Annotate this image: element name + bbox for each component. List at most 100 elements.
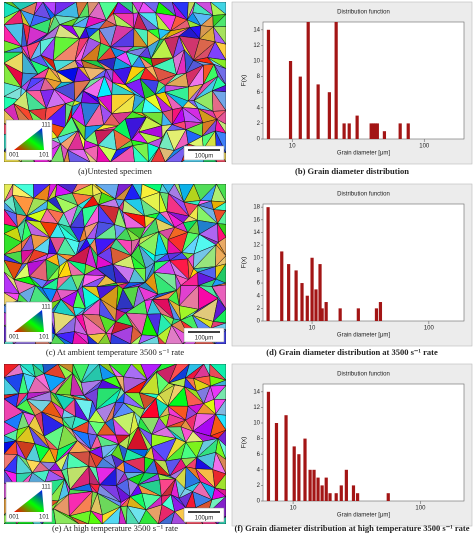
bar	[305, 295, 309, 321]
bar	[328, 493, 332, 501]
ipf-label: 111	[41, 485, 51, 491]
bar	[298, 76, 302, 139]
y-tick-label: 8	[257, 268, 261, 274]
y-tick-label: 10	[253, 255, 260, 261]
ipf-label: 111	[41, 305, 51, 311]
y-tick-label: 6	[257, 452, 261, 458]
y-tick-label: 2	[257, 121, 261, 127]
x-label: Grain diameter [μm]	[337, 513, 390, 519]
plot-area	[262, 203, 465, 322]
y-label: F(x)	[241, 75, 248, 87]
grain	[138, 509, 159, 524]
bar	[280, 251, 284, 321]
bar	[316, 84, 320, 139]
bar	[297, 454, 301, 501]
grain	[150, 146, 166, 162]
bar	[310, 257, 314, 321]
grain	[170, 511, 187, 524]
bar	[314, 289, 318, 321]
scale-label: 100μm	[195, 154, 213, 160]
ebsd-map	[4, 2, 226, 162]
ipf-triangle	[14, 128, 44, 150]
ipf-triangle	[14, 490, 44, 512]
caption: (d) Grain diameter distribution at 3500 …	[266, 347, 438, 357]
y-tick-label: 2	[257, 483, 261, 489]
bar	[373, 123, 377, 139]
ebsd-map	[4, 364, 226, 524]
y-tick-label: 4	[257, 293, 261, 299]
y-tick-label: 10	[253, 59, 260, 65]
bar	[369, 123, 373, 139]
y-tick-label: 0	[257, 499, 261, 505]
y-tick-label: 0	[257, 319, 261, 325]
grain	[83, 149, 98, 162]
y-tick-label: 18	[253, 205, 260, 211]
bar	[306, 22, 310, 139]
ipf-label: 101	[39, 153, 50, 159]
bar	[339, 485, 343, 501]
y-tick-label: 2	[257, 306, 261, 312]
bar	[347, 123, 351, 139]
bar	[287, 264, 291, 321]
x-tick-label: 10	[290, 506, 297, 512]
bar	[378, 302, 383, 321]
caption: (f) Grain diameter distribution at high …	[234, 523, 469, 533]
bar	[342, 123, 346, 139]
y-tick-label: 6	[257, 90, 261, 96]
x-tick-label: 10	[309, 326, 316, 332]
bar	[382, 131, 387, 139]
ipf-label: 101	[39, 335, 50, 341]
y-tick-label: 8	[257, 74, 261, 80]
grain	[110, 333, 131, 344]
bar	[320, 308, 324, 321]
bar	[266, 207, 270, 321]
bar	[344, 469, 348, 501]
chart-title: Distribution function	[337, 192, 390, 198]
bar	[334, 493, 338, 501]
caption: (a)Untested specimen	[78, 166, 153, 176]
grain	[126, 505, 140, 524]
y-tick-label: 14	[253, 389, 260, 395]
ipf-label: 101	[39, 515, 50, 521]
bar	[312, 469, 316, 501]
ipf-label: 111	[41, 123, 51, 129]
x-tick-label: 100	[419, 144, 430, 150]
grain	[53, 508, 80, 524]
bar	[266, 391, 271, 501]
bar	[406, 123, 410, 139]
caption: (c) At ambient temperature 3500 s⁻¹ rate	[46, 347, 184, 357]
bar	[356, 308, 360, 321]
bar	[386, 493, 390, 501]
bar	[274, 423, 279, 501]
y-tick-label: 14	[253, 230, 260, 236]
x-label: Grain diameter [μm]	[337, 151, 390, 157]
y-tick-label: 14	[253, 27, 260, 33]
bar	[284, 415, 288, 501]
ipf-triangle	[14, 310, 44, 332]
bar	[320, 485, 324, 501]
bar	[355, 115, 359, 139]
ipf-label: 001	[9, 335, 20, 341]
bar	[294, 270, 298, 321]
y-tick-label: 12	[253, 43, 260, 49]
y-tick-label: 4	[257, 467, 261, 473]
grain	[88, 510, 103, 524]
bar	[308, 469, 312, 501]
ipf-label: 001	[9, 153, 20, 159]
caption: (b) Grain diameter distribution	[295, 166, 409, 176]
ipf-label: 001	[9, 515, 20, 521]
y-tick-label: 12	[253, 405, 260, 411]
y-label: F(x)	[241, 257, 248, 269]
grain	[87, 334, 99, 344]
bar	[338, 308, 342, 321]
grain	[132, 144, 149, 162]
bar	[355, 493, 360, 501]
bar	[288, 61, 293, 139]
grain	[165, 324, 184, 344]
grain	[97, 332, 111, 344]
y-tick-label: 6	[257, 281, 261, 287]
grain	[157, 335, 166, 344]
grain	[96, 144, 111, 162]
y-tick-label: 10	[253, 421, 260, 427]
